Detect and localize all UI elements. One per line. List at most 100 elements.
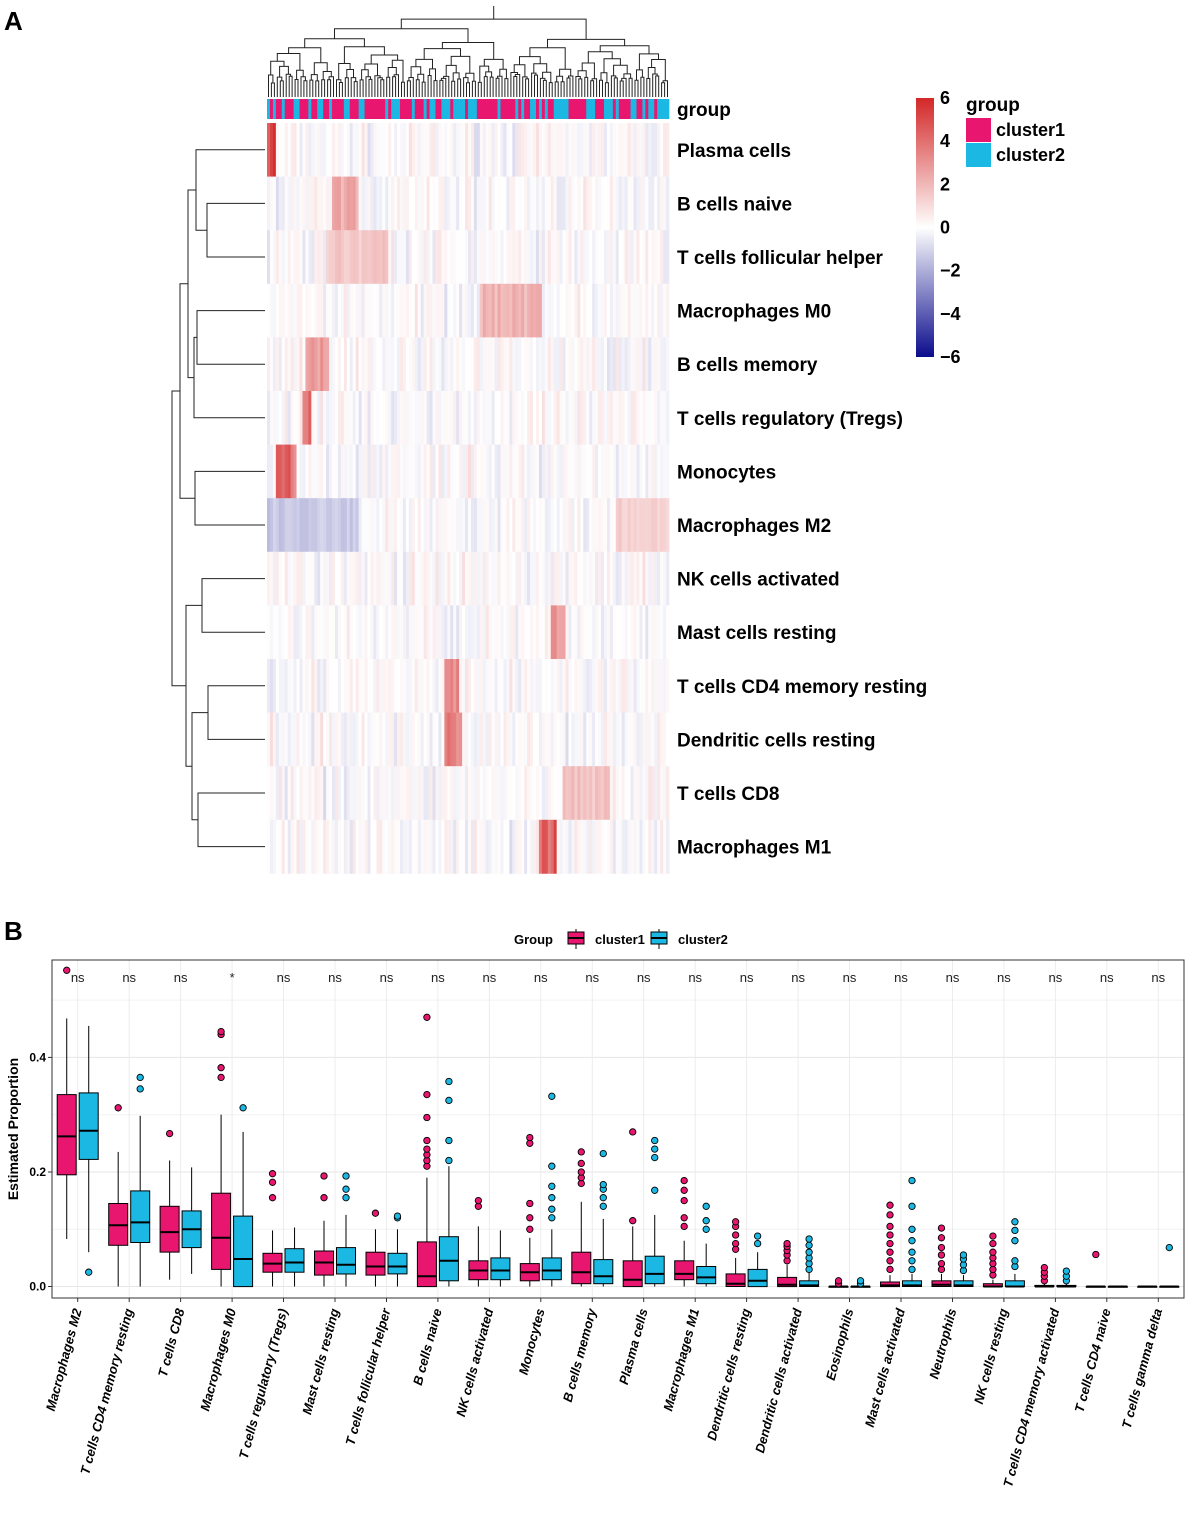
heatmap-cell — [556, 766, 560, 821]
heatmap-cell — [497, 712, 501, 767]
x-tick-label: B cells naive — [410, 1307, 445, 1387]
heatmap-cell — [595, 123, 599, 177]
heatmap-cell — [470, 605, 475, 660]
heatmap-cell — [450, 605, 454, 660]
heatmap-cell — [379, 283, 383, 338]
heatmap-cell — [340, 551, 345, 606]
heatmap-cell — [343, 230, 348, 285]
heatmap-cell — [553, 712, 558, 767]
heatmap-cell — [361, 230, 365, 285]
heatmap-cell — [565, 283, 569, 338]
heatmap-cell — [657, 659, 661, 713]
heatmap-cell — [494, 444, 498, 499]
heatmap-cell — [296, 605, 300, 660]
heatmap-cell — [450, 498, 454, 553]
heatmap-cell — [388, 391, 392, 445]
heatmap-cell — [586, 444, 590, 499]
heatmap-cell — [400, 605, 404, 660]
heatmap-cell — [506, 123, 510, 177]
heatmap-cell — [547, 659, 552, 713]
group-annotation-cell — [355, 99, 359, 119]
heatmap-cell — [391, 283, 395, 338]
heatmap-cell — [612, 766, 617, 821]
heatmap-row-label: B cells naive — [677, 194, 792, 215]
heatmap-cell — [530, 230, 534, 285]
heatmap-cell — [538, 498, 543, 553]
heatmap-cell — [606, 337, 611, 392]
heatmap-cell — [574, 123, 578, 177]
heatmap-cell — [521, 337, 525, 392]
heatmap-cell — [645, 659, 649, 713]
x-tick-label: T cells CD4 naive — [1072, 1307, 1114, 1414]
heatmap-cell — [382, 391, 386, 445]
group-annotation-cell — [314, 99, 318, 119]
heatmap-cell — [453, 659, 457, 713]
heatmap-cell — [559, 391, 563, 445]
heatmap-cell — [612, 230, 617, 285]
outlier-point — [959, 1251, 968, 1259]
heatmap-cell — [639, 819, 643, 874]
box-cluster1 — [725, 1218, 746, 1288]
heatmap-cell — [355, 659, 359, 713]
heatmap-cell — [621, 123, 626, 177]
significance-label: ns — [328, 970, 342, 985]
heatmap-cell — [305, 819, 309, 874]
heatmap-cell — [379, 551, 383, 606]
heatmap-cell — [524, 766, 528, 821]
heatmap-cell — [323, 391, 327, 445]
heatmap-cell — [535, 819, 540, 874]
group-annotation-cell — [326, 99, 330, 119]
heatmap-cell — [527, 230, 531, 285]
heatmap-cell — [630, 551, 634, 606]
heatmap-cell — [497, 283, 501, 338]
heatmap-cell — [397, 605, 401, 660]
heatmap-cell — [438, 391, 442, 445]
heatmap-cell — [340, 766, 345, 821]
outlier-point — [268, 1170, 277, 1178]
heatmap-cell — [293, 551, 297, 606]
heatmap-cell — [438, 444, 442, 499]
heatmap-cell — [343, 819, 348, 874]
dendrogram-link — [187, 189, 196, 379]
heatmap-cell — [405, 766, 410, 821]
heatmap-cell — [391, 605, 395, 660]
heatmap-cell — [314, 176, 318, 231]
heatmap-cell — [630, 712, 634, 767]
heatmap-cell — [349, 819, 354, 874]
heatmap-cell — [269, 605, 274, 660]
heatmap-cell — [450, 819, 454, 874]
heatmap-cell — [305, 659, 309, 713]
heatmap-cell — [355, 819, 359, 874]
heatmap-cell — [429, 123, 433, 177]
heatmap-cell — [630, 123, 634, 177]
heatmap-cell — [547, 123, 552, 177]
heatmap-cell — [663, 766, 667, 821]
dendrogram-link — [288, 75, 293, 97]
outlier-point — [886, 1257, 894, 1265]
heatmap-cell — [329, 444, 333, 499]
heatmap-cell — [648, 337, 652, 392]
heatmap-cell — [663, 605, 667, 660]
heatmap-cell — [275, 551, 280, 606]
heatmap-cell — [420, 766, 425, 821]
heatmap-cell — [533, 123, 537, 177]
heatmap-cell — [645, 551, 649, 606]
legend-swatch-cluster2 — [966, 143, 991, 167]
group-annotation-cell — [391, 99, 395, 119]
heatmap-cell — [420, 123, 425, 177]
heatmap-cell — [512, 498, 516, 553]
significance-label: ns — [277, 970, 291, 985]
heatmap-cell — [595, 819, 599, 874]
heatmap-cell — [391, 176, 395, 231]
outlier-point — [651, 1136, 659, 1145]
heatmap-cell — [305, 605, 309, 660]
heatmap-cell — [284, 712, 289, 767]
box-cluster1 — [622, 1128, 643, 1288]
dendrogram-link — [568, 75, 574, 97]
heatmap-cell — [547, 444, 552, 499]
heatmap-cell — [574, 283, 578, 338]
heatmap-cell — [589, 605, 593, 660]
heatmap-cell — [544, 123, 549, 177]
heatmap-cell — [633, 123, 637, 177]
dendrogram-link — [429, 68, 436, 81]
